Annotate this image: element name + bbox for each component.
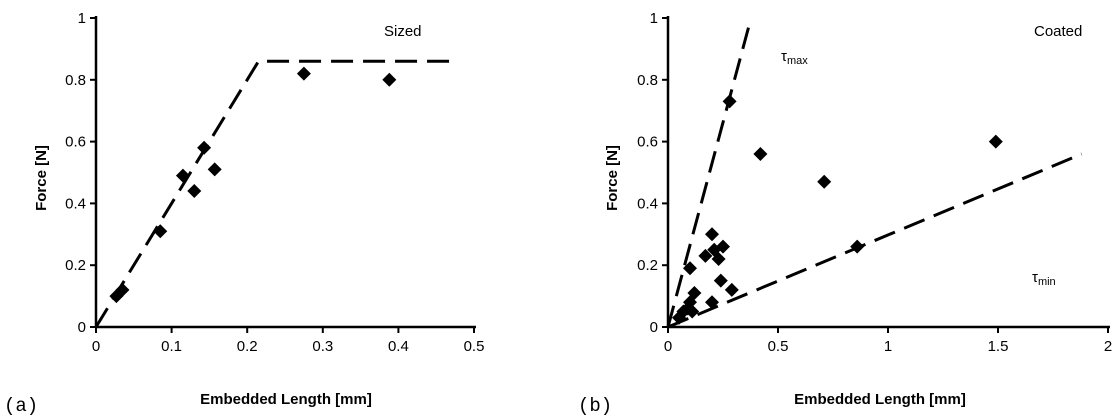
annotation-sized: Sized: [384, 23, 422, 40]
y-tick-label: 1: [78, 10, 86, 27]
y-axis-label-a: Force [N]: [33, 145, 50, 211]
x-tick-label: 0.4: [388, 338, 409, 355]
data-point: [705, 227, 719, 242]
data-points-coated: [672, 94, 1003, 325]
chart-panel-a: 0 0.1 0.2 0.3 0.4 0.5 0 0.2 0.4 0.6 0.8 1 Sized Em…: [4, 10, 484, 417]
data-point: [711, 252, 726, 267]
y-tick-label: 0.6: [65, 134, 86, 151]
data-point: [115, 282, 130, 297]
y-tick-label: 0.2: [65, 257, 86, 274]
data-point: [722, 94, 737, 109]
data-point: [197, 140, 212, 155]
fit-line-sized: [94, 59, 456, 328]
fit-line-tau-min: [667, 152, 1083, 329]
panel-label-b: (b): [578, 395, 612, 417]
y-ticks-b: 0 0.2 0.4 0.6 0.8 1: [637, 10, 668, 336]
data-point: [705, 295, 719, 310]
data-point: [296, 66, 311, 81]
data-point: [713, 273, 728, 288]
data-point: [724, 282, 739, 297]
data-point: [687, 286, 702, 301]
label-tau-min-base: τ: [1032, 269, 1038, 286]
data-point: [175, 168, 190, 183]
y-ticks-a: 0 0.2 0.4 0.6 0.8 1: [65, 10, 96, 336]
data-point: [153, 224, 168, 239]
data-point: [716, 239, 730, 254]
x-tick-label: 0.5: [464, 338, 485, 355]
x-axis-label-a: Embedded Length [mm]: [200, 391, 372, 408]
x-tick-label: 0.1: [161, 338, 182, 355]
data-point: [988, 134, 1003, 149]
x-axis-label-b: Embedded Length [mm]: [794, 391, 966, 408]
data-point: [683, 261, 697, 276]
x-tick-label: 0.2: [237, 338, 258, 355]
x-tick-label: 0: [664, 338, 672, 355]
data-point: [382, 72, 397, 87]
fit-line-tau-max: [666, 23, 751, 328]
label-tau-max: τmax: [781, 48, 808, 67]
y-tick-label: 0.4: [65, 195, 86, 212]
y-axis-label-b: Force [N]: [604, 145, 621, 211]
label-tau-min-sub: min: [1038, 276, 1056, 288]
x-ticks-b: 0 0.5 1 1.5 2: [664, 327, 1112, 355]
x-tick-label: 2: [1104, 338, 1112, 355]
y-tick-label: 0.6: [637, 134, 658, 151]
data-point: [685, 304, 700, 319]
label-tau-max-sub: max: [787, 55, 808, 67]
chart-panel-b: 0 0.5 1 1.5 2 00.20.40.60.81 Coated τmax τmi…: [578, 10, 1112, 417]
y-tick-label: 0: [78, 319, 86, 336]
y-tick-label: 0.4: [637, 195, 658, 212]
y-tick-label: 1: [650, 10, 658, 27]
data-point: [698, 248, 713, 263]
y-tick-label: 0.8: [637, 72, 658, 89]
label-tau-max-base: τ: [781, 48, 787, 65]
annotation-coated: Coated: [1034, 23, 1082, 40]
data-point: [817, 174, 832, 189]
label-tau-min: τmin: [1032, 269, 1056, 288]
panel-label-a: (a): [4, 395, 38, 417]
x-ticks-a: 0 0.1 0.2 0.3 0.4 0.5: [92, 327, 485, 355]
x-tick-label: 0.3: [312, 338, 333, 355]
x-tick-label: 1: [884, 338, 892, 355]
y-tick-label: 0.2: [637, 257, 658, 274]
x-tick-label: 0: [92, 338, 100, 355]
y-tick-label: 0: [650, 319, 658, 336]
y-tick-label: 0.8: [65, 72, 86, 89]
data-point: [207, 162, 222, 177]
data-point: [753, 146, 768, 161]
x-tick-label: 1.5: [988, 338, 1009, 355]
data-points-sized: [109, 66, 397, 304]
data-point: [850, 239, 865, 254]
x-tick-label: 0.5: [768, 338, 789, 355]
data-point: [187, 184, 202, 199]
